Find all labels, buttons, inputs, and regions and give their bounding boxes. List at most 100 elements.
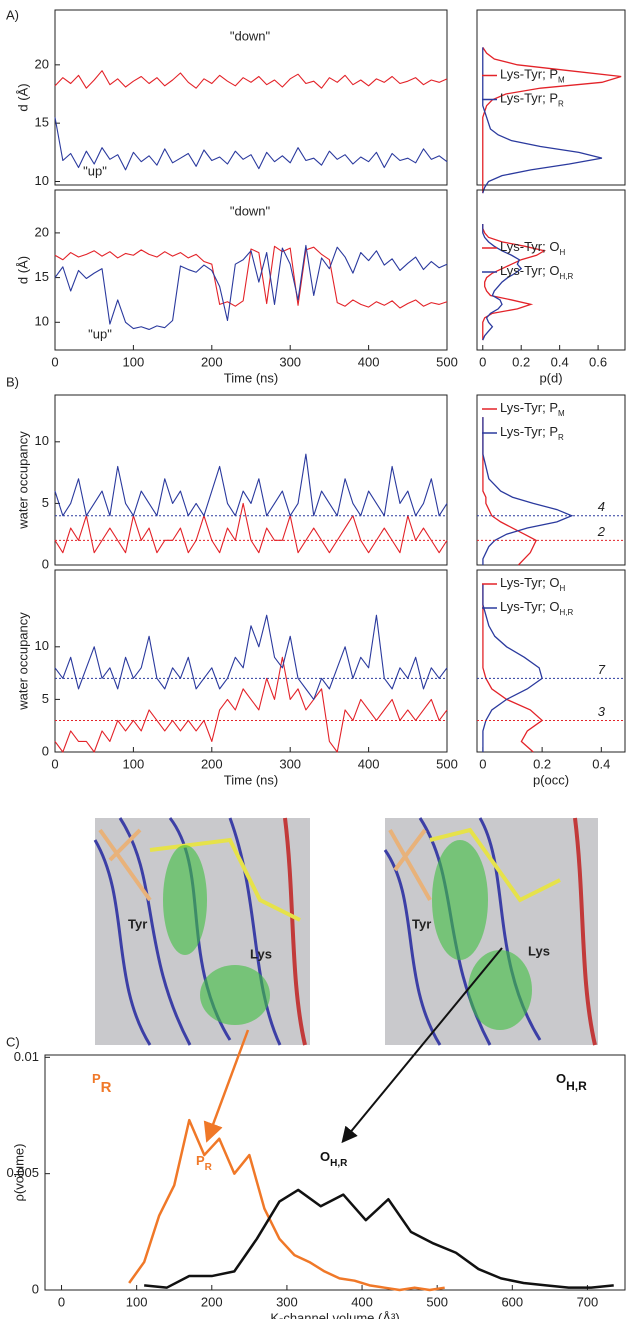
annotation: PR [196, 1153, 213, 1173]
plot-frame [476, 9, 626, 186]
density-curve [482, 223, 547, 341]
legend-label: Lys-Tyr; OH [500, 239, 565, 256]
y-tick-label: 10 [35, 433, 49, 448]
legend-label-main: Lys-Tyr; O [500, 599, 559, 614]
x-axis-label: p(d) [539, 370, 562, 385]
x-tick-label: 500 [436, 354, 458, 369]
annotation: PR [92, 1071, 112, 1096]
legend-label-main: Lys-Tyr; P [500, 67, 558, 82]
y-tick-label: 20 [35, 56, 49, 71]
x-tick-label: 0 [479, 354, 486, 369]
series-line [54, 244, 448, 330]
legend-label: Lys-Tyr; PM [500, 400, 565, 417]
y-tick-label: 0.01 [14, 1049, 39, 1064]
x-tick-label: 0 [58, 1294, 65, 1309]
plot-frame [54, 189, 448, 351]
legend-label-sub: H [559, 248, 565, 257]
x-tick-label: 0.2 [533, 756, 551, 771]
x-tick-label: 200 [201, 354, 223, 369]
channel-surface [468, 950, 532, 1030]
y-tick-label: 5 [42, 691, 49, 706]
annotation: "down" [230, 28, 271, 43]
insets: Tyr Lys Tyr Lys [93, 817, 598, 1046]
channel-surface [432, 840, 488, 960]
x-tick-label: 400 [351, 1294, 373, 1309]
reference-label: 4 [598, 499, 605, 514]
x-tick-label: 700 [577, 1294, 599, 1309]
y-axis-label: ρ(volume) [11, 1144, 26, 1202]
legend-label-main: Lys-Tyr; P [500, 424, 558, 439]
panel-label: A) [6, 7, 19, 22]
plot-frame [54, 394, 448, 566]
legend-label-main: Lys-Tyr; O [500, 575, 559, 590]
annotation-main: P [196, 1153, 205, 1168]
helix [283, 817, 307, 1046]
series-line [54, 502, 448, 554]
x-tick-label: 600 [501, 1294, 523, 1309]
y-tick-label: 15 [35, 115, 49, 130]
legend-label-main: Lys-Tyr; O [500, 239, 559, 254]
x-tick-label: 0 [479, 756, 486, 771]
x-tick-label: 100 [123, 354, 145, 369]
y-tick-label: 5 [42, 495, 49, 510]
density-curve [482, 47, 603, 194]
arrow [341, 947, 503, 1144]
x-tick-label: 300 [279, 756, 301, 771]
y-axis-label: water occupancy [15, 431, 30, 530]
y-tick-label: 20 [35, 224, 49, 239]
x-tick-label: 0.2 [512, 354, 530, 369]
annotation-sub: R [205, 1162, 213, 1173]
retinal [98, 828, 152, 902]
inset-image [383, 817, 598, 1046]
legend-label: Lys-Tyr; PR [500, 91, 564, 108]
annotation: "up" [83, 163, 107, 178]
y-axis-label: water occupancy [15, 612, 30, 711]
legend-label-sub: M [558, 409, 565, 418]
density-curve [482, 583, 543, 752]
reference-label: 3 [598, 704, 606, 719]
arrow [203, 1029, 250, 1143]
y-tick-label: 0 [42, 743, 49, 758]
legend-label-main: Lys-Tyr; O [500, 263, 559, 278]
residue-label: Tyr [412, 916, 431, 931]
x-axis-label: p(occ) [533, 772, 569, 787]
x-tick-label: 0.6 [589, 354, 607, 369]
y-tick-label: 10 [35, 173, 49, 188]
density-curve [482, 583, 544, 753]
legend-label-sub: H,R [559, 608, 573, 617]
annotation: OH,R [556, 1071, 587, 1093]
y-axis-label: d (Å) [15, 256, 30, 284]
plot-frame [44, 1054, 626, 1291]
density-curve [482, 223, 523, 341]
x-tick-label: 200 [201, 1294, 223, 1309]
annotation-sub: R [101, 1079, 112, 1096]
series-line [54, 70, 448, 89]
legend-label: Lys-Tyr; PR [500, 424, 564, 441]
series-line [54, 656, 448, 753]
x-axis-label: K-channel volume (Å³) [270, 1310, 399, 1319]
helix [573, 817, 597, 1046]
legend-label-main: Lys-Tyr; P [500, 400, 558, 415]
annotation-main: O [320, 1149, 330, 1164]
legend-label: Lys-Tyr; OH,R [500, 263, 573, 280]
x-tick-label: 100 [123, 756, 145, 771]
residue-label: Lys [528, 943, 550, 958]
series-line [54, 614, 448, 700]
retinal [388, 828, 432, 901]
chain [429, 827, 561, 903]
x-tick-label: 0 [51, 354, 58, 369]
density-curve [482, 46, 622, 194]
inset-image [93, 817, 310, 1046]
x-axis-label: Time (ns) [224, 370, 278, 385]
x-tick-label: 0.4 [592, 756, 610, 771]
series-line [144, 1188, 614, 1289]
plot-frame [476, 394, 626, 566]
y-tick-label: 15 [35, 269, 49, 284]
channel-surface [163, 845, 207, 955]
x-tick-label: 100 [126, 1294, 148, 1309]
annotation: "down" [230, 203, 271, 218]
x-tick-label: 500 [426, 1294, 448, 1309]
legend-label-sub: H [559, 584, 565, 593]
x-tick-label: 300 [276, 1294, 298, 1309]
